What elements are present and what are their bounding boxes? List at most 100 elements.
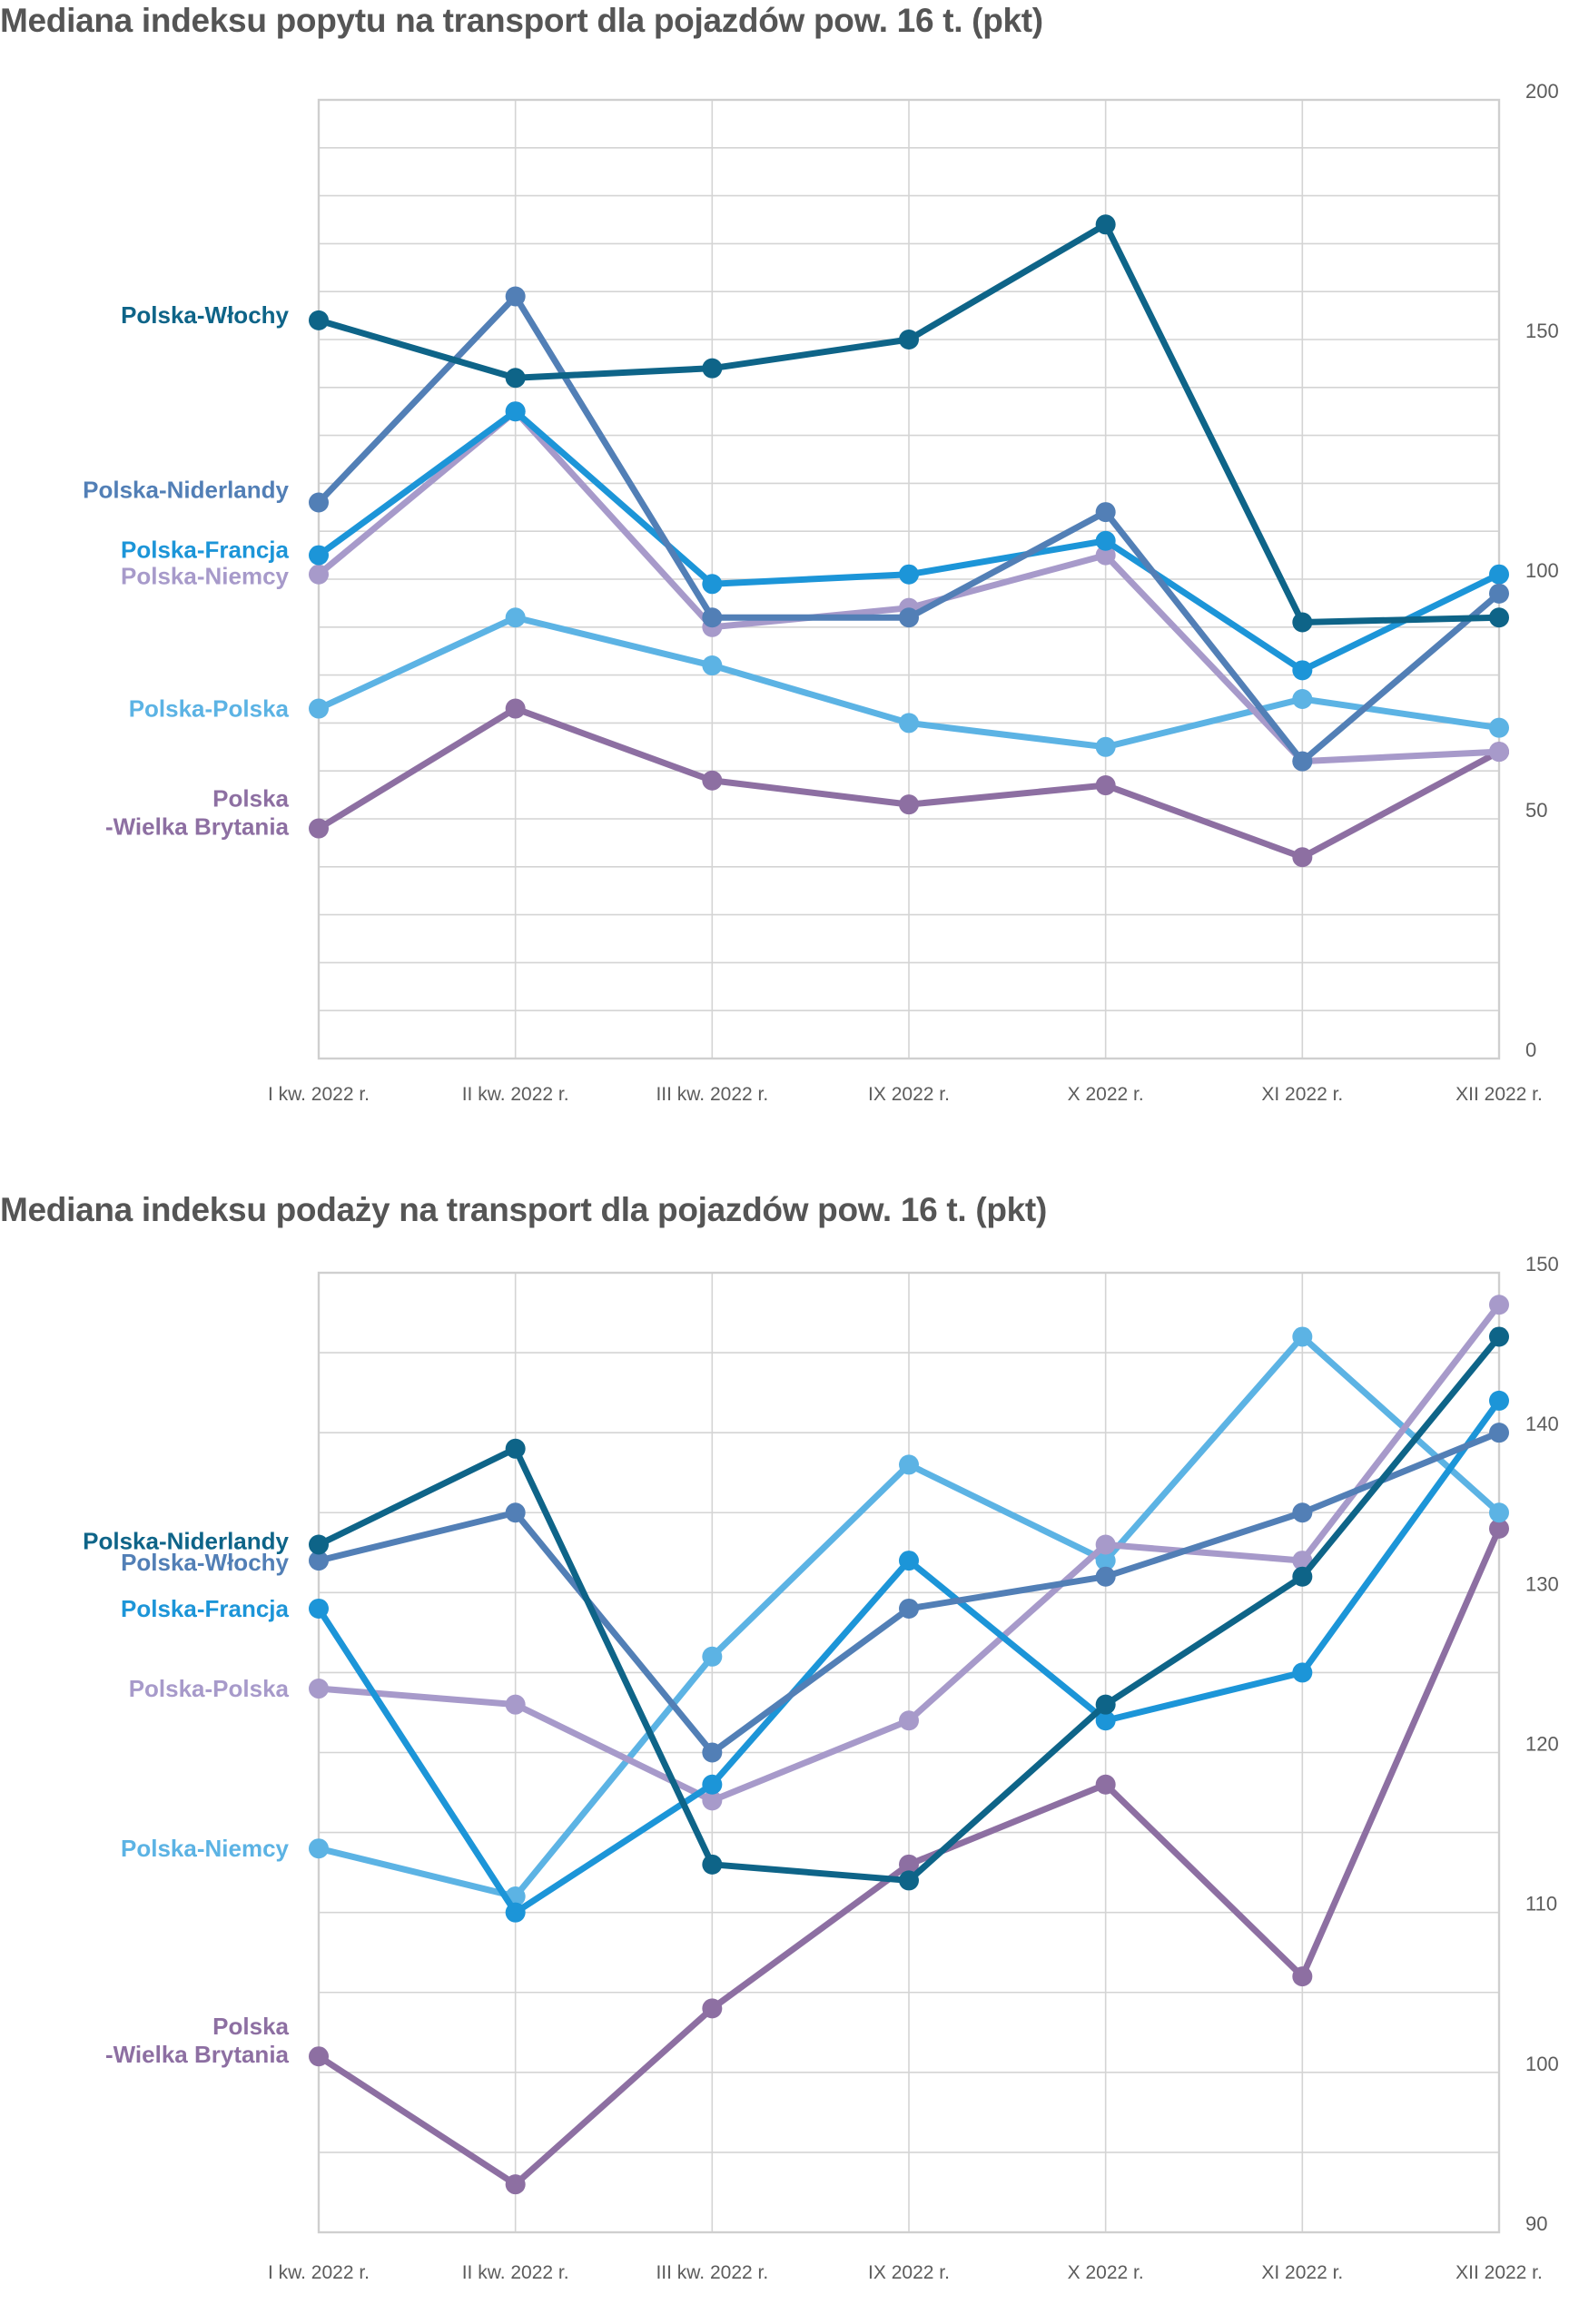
data-point bbox=[702, 1646, 723, 1667]
x-tick-label: X 2022 r. bbox=[1068, 2262, 1144, 2283]
series-label: Polska-Niderlandy bbox=[83, 477, 289, 504]
x-tick-label: III kw. 2022 r. bbox=[656, 1084, 768, 1105]
y-tick-label: 150 bbox=[1525, 320, 1559, 342]
data-point bbox=[1292, 847, 1313, 868]
data-point bbox=[1095, 545, 1116, 566]
series-polska-francja bbox=[309, 1390, 1509, 1923]
data-point bbox=[309, 310, 329, 330]
data-point bbox=[1292, 1966, 1313, 1987]
data-point bbox=[702, 1998, 723, 2019]
data-point bbox=[309, 1679, 329, 1699]
series-label: Polska-Włochy bbox=[121, 1549, 289, 1576]
y-tick-label: 150 bbox=[1525, 1253, 1559, 1275]
data-point bbox=[1095, 1551, 1116, 1571]
data-point bbox=[1489, 717, 1509, 738]
data-point bbox=[309, 2046, 329, 2067]
series-polska-niemcy bbox=[309, 1326, 1509, 1907]
y-tick-label: 50 bbox=[1525, 799, 1547, 822]
data-point bbox=[1489, 564, 1509, 585]
series-polska-niderlandy bbox=[309, 286, 1509, 772]
series-polska-wielka-brytania bbox=[309, 1518, 1509, 2195]
chart-title-supply: Mediana indeksu podaży na transport dla … bbox=[0, 1191, 1047, 1228]
series-label: Polska-Francja bbox=[121, 1595, 290, 1622]
data-point bbox=[309, 1598, 329, 1619]
data-point bbox=[1292, 1502, 1313, 1523]
y-axis: 90 100 110 120 130 140 150 bbox=[1525, 1253, 1559, 2235]
data-point bbox=[1095, 775, 1116, 796]
x-tick-label: XI 2022 r. bbox=[1261, 2262, 1343, 2283]
series-label: Polska-Niemcy bbox=[121, 563, 290, 590]
data-point bbox=[1095, 214, 1116, 235]
data-point bbox=[505, 1694, 526, 1715]
data-point bbox=[702, 1742, 723, 1763]
supply-index-chart: 90 100 110 120 130 140 150 I kw. 2022 r. II kw. … bbox=[83, 1253, 1559, 2283]
data-point bbox=[1489, 742, 1509, 763]
gridlines bbox=[317, 1271, 1501, 2234]
data-point bbox=[1292, 751, 1313, 772]
series-group bbox=[309, 1295, 1509, 2195]
series-polska-polska bbox=[309, 607, 1509, 757]
series-label: Polska-Niemcy bbox=[121, 1835, 290, 1862]
series-polska-w-ochy bbox=[309, 214, 1509, 633]
x-tick-label: X 2022 r. bbox=[1068, 1084, 1144, 1105]
chart-title-demand: Mediana indeksu popytu na transport dla … bbox=[0, 2, 1043, 39]
data-point bbox=[505, 401, 526, 422]
series-polska-francja bbox=[309, 401, 1509, 681]
data-point bbox=[702, 770, 723, 791]
data-point bbox=[899, 564, 919, 585]
x-tick-label: III kw. 2022 r. bbox=[656, 2262, 768, 2283]
data-point bbox=[899, 1598, 919, 1619]
data-point bbox=[1489, 607, 1509, 628]
data-point bbox=[505, 607, 526, 628]
data-point bbox=[1489, 1423, 1509, 1443]
data-point bbox=[1095, 1566, 1116, 1587]
data-point bbox=[1095, 1534, 1116, 1555]
y-tick-label: 120 bbox=[1525, 1733, 1559, 1756]
data-point bbox=[505, 1438, 526, 1459]
x-tick-label: IX 2022 r. bbox=[868, 1084, 950, 1105]
data-point bbox=[1489, 1326, 1509, 1347]
data-point bbox=[505, 2174, 526, 2195]
data-point bbox=[505, 368, 526, 389]
data-point bbox=[702, 607, 723, 628]
x-axis: I kw. 2022 r. II kw. 2022 r. III kw. 2022 … bbox=[268, 1084, 1543, 1105]
data-point bbox=[899, 1710, 919, 1731]
data-point bbox=[899, 607, 919, 628]
data-point bbox=[1292, 660, 1313, 681]
data-point bbox=[505, 1502, 526, 1523]
data-point bbox=[309, 818, 329, 839]
y-tick-label: 100 bbox=[1525, 2053, 1559, 2075]
data-point bbox=[1292, 1662, 1313, 1683]
data-point bbox=[899, 330, 919, 350]
data-point bbox=[1095, 736, 1116, 757]
data-point bbox=[702, 574, 723, 595]
series-labels: Polska-Włochy Polska-Niderlandy Polska-Fra… bbox=[83, 301, 289, 841]
data-point bbox=[1095, 1710, 1116, 1731]
data-point bbox=[309, 545, 329, 566]
series-polska-niderlandy bbox=[309, 1326, 1509, 1891]
data-point bbox=[899, 1551, 919, 1571]
x-tick-label: II kw. 2022 r. bbox=[462, 1084, 569, 1105]
y-tick-label: 110 bbox=[1525, 1893, 1557, 1915]
series-label: Polska bbox=[212, 2013, 289, 2040]
data-point bbox=[899, 794, 919, 815]
x-tick-label: II kw. 2022 r. bbox=[462, 2262, 569, 2283]
data-point bbox=[505, 698, 526, 719]
data-point bbox=[1292, 1566, 1313, 1587]
data-point bbox=[702, 1790, 723, 1811]
plot-frame bbox=[317, 1271, 1501, 2234]
data-point bbox=[309, 1534, 329, 1555]
data-point bbox=[309, 564, 329, 585]
x-tick-label: IX 2022 r. bbox=[868, 2262, 950, 2283]
series-label: Polska-Polska bbox=[129, 695, 290, 723]
y-axis: 0 50 100 150 200 bbox=[1525, 80, 1559, 1061]
data-point bbox=[899, 1870, 919, 1891]
x-axis: I kw. 2022 r. II kw. 2022 r. III kw. 2022 … bbox=[268, 2262, 1543, 2283]
data-point bbox=[1292, 1326, 1313, 1347]
series-group bbox=[309, 214, 1509, 868]
data-point bbox=[1095, 502, 1116, 523]
data-point bbox=[702, 655, 723, 676]
data-point bbox=[1489, 1518, 1509, 1539]
data-point bbox=[309, 1838, 329, 1859]
